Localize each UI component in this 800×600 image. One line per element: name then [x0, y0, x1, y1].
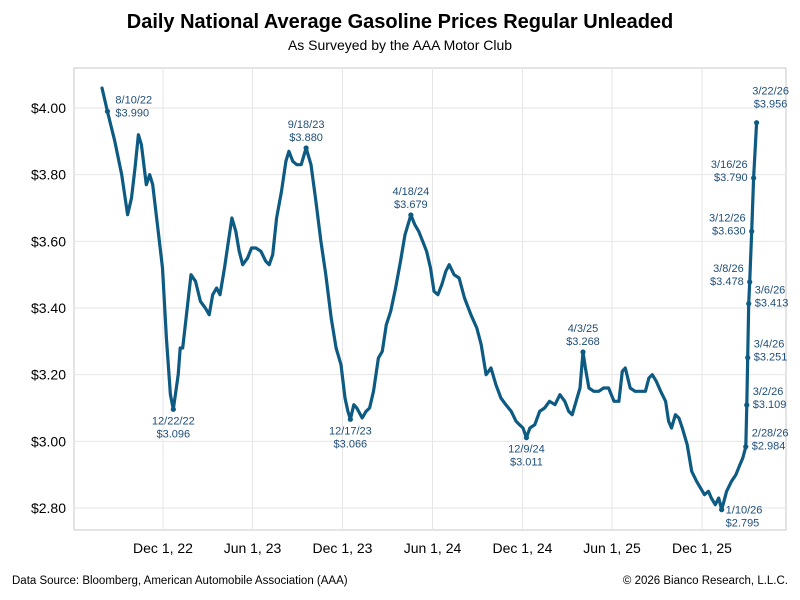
annotation-date-label: 3/2/26: [753, 386, 784, 398]
annotation-value-label: $3.880: [289, 132, 323, 144]
price-series-line: [100, 86, 759, 512]
annotation-value-label: $3.478: [710, 276, 744, 288]
annotation-value-label: $3.011: [510, 457, 543, 469]
x-tick-label: Dec 1, 25: [672, 540, 732, 556]
annotation-date-label: 3/12/26: [709, 212, 746, 224]
annotation-value-label: $3.630: [712, 225, 746, 237]
annotation-date-label: 4/18/24: [393, 186, 430, 198]
y-tick-label: $3.20: [31, 367, 66, 383]
annotation-value-label: $3.413: [755, 298, 789, 310]
annotation-value-label: $3.679: [394, 199, 428, 211]
annotation-point: [746, 301, 752, 307]
chart-subtitle: As Surveyed by the AAA Motor Club: [287, 37, 513, 53]
annotation-value-label: $3.790: [714, 172, 748, 184]
annotation-point: [104, 108, 111, 114]
annotation-value-label: $3.251: [754, 352, 788, 364]
axes: $2.80 $3.00 $3.20 $3.40 $3.60 $3.80 $4.00 Dec 1…: [31, 100, 732, 556]
annotation-value-label: $3.956: [754, 99, 788, 111]
annotation-date-label: 9/18/23: [288, 119, 325, 131]
x-tick-label: Dec 1, 22: [133, 540, 193, 556]
annotation-date-label: 8/10/22: [115, 94, 152, 106]
y-tick-label: $3.40: [31, 300, 66, 316]
annotation-date-label: 3/4/26: [754, 339, 785, 351]
y-tick-label: $3.60: [31, 233, 66, 249]
annotation-date-label: 3/22/26: [752, 86, 789, 98]
annotation-point: [743, 444, 749, 450]
x-tick-label: Jun 1, 23: [224, 540, 282, 556]
annotation-value-label: $2.984: [752, 441, 786, 453]
annotation-point: [523, 435, 530, 441]
series-layer: [100, 86, 759, 512]
annotations: 8/10/22$3.990 12/22/22$3.096 9/18/23$3.880…: [104, 86, 789, 530]
x-tick-label: Dec 1, 24: [493, 540, 553, 556]
annotation-point: [170, 406, 176, 412]
chart-title: Daily National Average Gasoline Prices R…: [126, 11, 674, 33]
annotation-point: [580, 349, 586, 355]
y-tick-label: $2.80: [31, 500, 66, 516]
annotation-point: [745, 355, 751, 361]
annotation-date-label: 3/6/26: [755, 285, 786, 297]
data-source-note: Data Source: Bloomberg, American Automob…: [12, 575, 348, 587]
annotation-value-label: $3.066: [334, 438, 368, 450]
grid-lines: [74, 68, 786, 530]
y-tick-label: $4.00: [31, 100, 66, 116]
plot-area: [73, 67, 787, 531]
annotation-point: [747, 279, 753, 285]
annotation-date-label: 3/16/26: [711, 159, 748, 171]
annotation-point: [719, 507, 725, 513]
annotation-point: [347, 416, 353, 422]
annotation-point: [303, 145, 309, 151]
annotation-date-label: 2/28/26: [752, 428, 789, 440]
annotation-date-label: 4/3/25: [568, 323, 599, 335]
copyright-note: © 2026 Bianco Research, L.L.C.: [622, 575, 788, 587]
annotation-point: [744, 402, 750, 408]
annotation-value-label: $3.096: [156, 428, 190, 440]
annotation-date-label: 12/22/22: [152, 415, 195, 427]
x-tick-label: Dec 1, 23: [313, 540, 373, 556]
annotation-value-label: $3.990: [115, 107, 149, 119]
y-tick-label: $3.00: [31, 433, 66, 449]
annotation-point: [749, 228, 755, 234]
annotation-point: [751, 175, 757, 181]
annotation-date-label: 12/17/23: [329, 425, 372, 437]
annotation-date-label: 3/8/26: [713, 263, 744, 275]
annotation-date-label: 1/10/26: [726, 505, 763, 517]
annotation-point: [408, 212, 414, 218]
x-tick-label: Jun 1, 24: [404, 540, 462, 556]
annotation-date-label: 12/9/24: [508, 444, 545, 456]
annotation-value-label: $3.109: [753, 399, 787, 411]
annotation-value-label: $2.795: [726, 518, 760, 530]
x-tick-label: Jun 1, 25: [583, 540, 641, 556]
y-tick-label: $3.80: [31, 167, 66, 183]
annotation-value-label: $3.268: [566, 336, 600, 348]
annotation-point: [753, 120, 760, 126]
